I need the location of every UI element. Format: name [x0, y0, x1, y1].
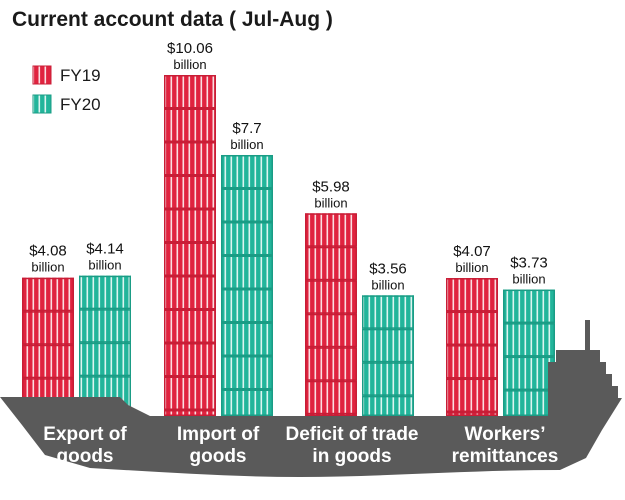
legend-label-fy20: FY20: [60, 95, 101, 114]
container-block: [164, 242, 216, 276]
bar-fill: [221, 154, 273, 416]
bar-fy20-3: [503, 289, 555, 417]
category-label-0-line-1: goods: [57, 446, 114, 467]
bar-fill: [503, 289, 555, 416]
container-block: [164, 309, 216, 343]
value-unit-fy19-1: billion: [173, 57, 206, 72]
category-label-0-line-0: Export of: [43, 424, 127, 445]
container-block: [221, 221, 273, 256]
container-block: [503, 289, 555, 324]
container-block: [305, 246, 357, 281]
category-label-2-line-1: in goods: [312, 446, 391, 467]
legend: FY19 FY20: [32, 65, 101, 114]
container-block: [22, 277, 74, 312]
category-label-1-line-0: Import of: [177, 424, 260, 445]
container-block: [362, 362, 414, 396]
container-block: [305, 347, 357, 381]
container-block: [221, 288, 273, 323]
container-block: [446, 412, 498, 416]
value-label-fy19-0: $4.08: [29, 243, 67, 260]
value-unit-fy20-0: billion: [88, 258, 121, 273]
container-block: [164, 175, 216, 209]
bar-fill: [79, 275, 131, 416]
value-labels-layer: $4.08billion$4.14billion$10.06billion$7.…: [29, 40, 548, 292]
legend-label-fy19: FY19: [60, 66, 101, 85]
container-block: [305, 380, 357, 415]
container-block: [164, 276, 216, 310]
value-label-fy20-0: $4.14: [86, 241, 124, 258]
value-label-fy20-3: $3.73: [510, 255, 548, 272]
bar-fy19-1: [164, 75, 216, 416]
container-block: [164, 376, 216, 410]
value-label-fy20-1: $7.7: [232, 120, 261, 137]
container-block: [221, 255, 273, 289]
value-label-fy20-2: $3.56: [369, 260, 407, 277]
container-block: [446, 378, 498, 413]
container-block: [164, 343, 216, 377]
legend-swatch-fy20: [32, 94, 52, 114]
bar-fy20-2: [362, 295, 414, 417]
container-block: [221, 389, 273, 417]
bar-fy19-3: [446, 278, 498, 416]
bar-fy20-0: [79, 275, 131, 417]
value-unit-fy19-0: billion: [31, 260, 64, 275]
value-unit-fy19-3: billion: [455, 260, 488, 275]
container-block: [362, 395, 414, 417]
container-block: [164, 75, 216, 109]
container-block: [446, 278, 498, 312]
value-unit-fy20-2: billion: [371, 277, 404, 292]
container-block: [221, 355, 273, 390]
bar-fy20-1: [221, 154, 273, 417]
bar-fill: [446, 278, 498, 416]
container-block: [79, 342, 131, 377]
category-label-2-line-0: Deficit of trade: [285, 424, 418, 445]
container-block: [22, 311, 74, 345]
container-block: [164, 209, 216, 243]
bar-fill: [22, 277, 74, 416]
value-unit-fy20-3: billion: [512, 272, 545, 287]
container-block: [164, 108, 216, 142]
container-block: [446, 345, 498, 379]
value-label-fy19-1: $10.06: [167, 40, 213, 57]
legend-swatch-fy19: [32, 65, 52, 85]
container-block: [164, 410, 216, 416]
container-block: [221, 154, 273, 189]
value-unit-fy20-1: billion: [230, 137, 263, 152]
legend-item-fy19: FY19: [32, 65, 101, 85]
bar-fill: [362, 295, 414, 416]
chart-title: Current account data ( Jul-Aug ): [12, 8, 333, 31]
container-block: [362, 328, 414, 363]
value-label-fy19-3: $4.07: [453, 243, 491, 260]
container-block: [79, 275, 131, 310]
container-block: [221, 188, 273, 222]
container-block: [305, 313, 357, 348]
category-label-3-line-0: Workers’: [465, 424, 546, 445]
container-block: [362, 295, 414, 329]
container-block: [164, 142, 216, 176]
value-label-fy19-2: $5.98: [312, 178, 350, 195]
value-unit-fy19-2: billion: [314, 195, 347, 210]
container-block: [79, 309, 131, 343]
legend-item-fy20: FY20: [32, 94, 101, 114]
container-block: [446, 311, 498, 346]
container-block: [22, 344, 74, 379]
bar-fy19-2: [305, 213, 357, 417]
ship-icon: [0, 320, 622, 477]
container-block: [503, 323, 555, 357]
bars-layer: [22, 75, 555, 417]
container-block: [305, 280, 357, 314]
category-label-3-line-1: remittances: [452, 446, 559, 467]
container-block: [305, 213, 357, 247]
bar-fill: [164, 75, 216, 416]
bar-fy19-0: [22, 277, 74, 416]
container-block: [221, 322, 273, 356]
category-label-1-line-1: goods: [190, 446, 247, 467]
